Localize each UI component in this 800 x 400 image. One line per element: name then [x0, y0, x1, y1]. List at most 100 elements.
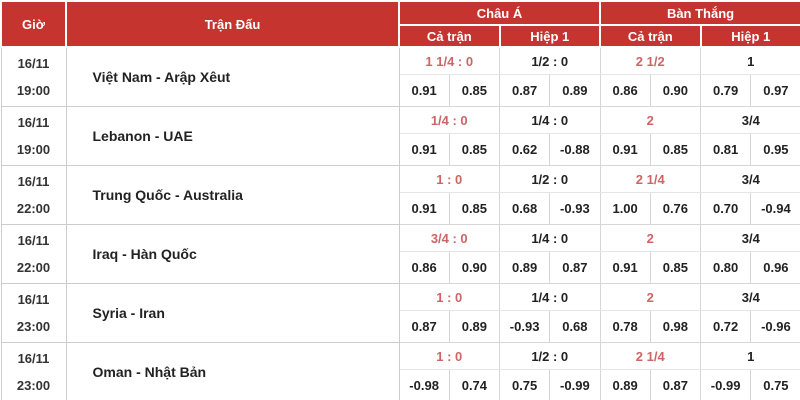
match-row: 16/11 19:00 Lebanon - UAE 1/4 : 0 1/4 : …: [0, 106, 800, 166]
match-name-cell: Syria - Iran: [65, 283, 400, 343]
asia-full-home-odds[interactable]: 0.91: [398, 74, 450, 107]
asia-half-away-odds[interactable]: -0.93: [549, 192, 601, 225]
goals-group-header: Bàn Thắng: [598, 0, 800, 26]
goals-full-over-odds[interactable]: 0.78: [599, 310, 651, 343]
asia-half-home-odds[interactable]: 0.62: [498, 133, 551, 166]
asia-half-away-odds[interactable]: 0.68: [549, 310, 601, 343]
asia-full-away-odds[interactable]: 0.89: [448, 310, 501, 343]
asia-full-handicap: 1 : 0: [398, 165, 500, 193]
goals-full-over-odds[interactable]: 1.00: [599, 192, 651, 225]
time-column-header: Giờ: [0, 0, 67, 48]
asia-full-away-odds[interactable]: 0.74: [448, 369, 501, 400]
match-row: 16/11 23:00 Oman - Nhật Bản 1 : 0 1/2 : …: [0, 342, 800, 400]
asia-full-away-odds[interactable]: 0.85: [448, 192, 501, 225]
match-name: Syria - Iran: [92, 305, 165, 321]
goals-half-line: 3/4: [700, 165, 800, 193]
asia-half-away-odds[interactable]: -0.99: [549, 369, 601, 400]
match-date: 16/11: [17, 114, 50, 130]
asia-half-away-odds[interactable]: 0.87: [549, 251, 601, 284]
match-time-cell: 16/11 23:00: [0, 283, 67, 343]
asia-half-home-odds[interactable]: 0.87: [498, 74, 551, 107]
goals-full-line: 2: [599, 283, 701, 311]
goals-half-under-odds[interactable]: -0.96: [750, 310, 800, 343]
match-time-cell: 16/11 23:00: [0, 342, 67, 400]
match-name-cell: Oman - Nhật Bản: [65, 342, 400, 400]
goals-half-over-odds[interactable]: 0.80: [699, 251, 752, 284]
header-row-subcolumns: Cả trận Hiệp 1 Cả trận Hiệp 1: [1, 24, 800, 48]
odds-row: 0.87 0.89 -0.93 0.68 0.78 0.98 0.72 -0.9…: [1, 310, 800, 343]
asia-full-home-odds[interactable]: 0.86: [398, 251, 450, 284]
odds-row: 0.86 0.90 0.89 0.87 0.91 0.85 0.80 0.96: [1, 251, 800, 284]
match-name: Việt Nam - Arập Xêut: [92, 69, 231, 85]
goals-half-line: 3/4: [700, 224, 800, 252]
goals-half-line: 3/4: [700, 106, 800, 134]
goals-full-under-odds[interactable]: 0.85: [649, 251, 702, 284]
match-name: Iraq - Hàn Quốc: [92, 246, 197, 262]
odds-row: 0.91 0.85 0.68 -0.93 1.00 0.76 0.70 -0.9…: [1, 192, 800, 225]
match-name: Lebanon - UAE: [92, 128, 193, 144]
goals-full-line: 2: [599, 224, 701, 252]
asia-half-handicap: 1/4 : 0: [499, 283, 601, 311]
asia-half-home-odds[interactable]: 0.89: [498, 251, 551, 284]
goals-half-over-odds[interactable]: 0.81: [699, 133, 752, 166]
goals-full-over-odds[interactable]: 0.91: [599, 251, 651, 284]
goals-half-over-odds[interactable]: -0.99: [699, 369, 752, 400]
asia-half-handicap: 1/4 : 0: [499, 224, 601, 252]
goals-full-over-odds[interactable]: 0.86: [599, 74, 651, 107]
match-date: 16/11: [17, 173, 50, 189]
asia-full-home-odds[interactable]: -0.98: [398, 369, 450, 400]
goals-half-under-odds[interactable]: 0.95: [750, 133, 800, 166]
match-column-header: Trận Đấu: [65, 0, 400, 48]
match-date: 16/11: [17, 350, 50, 366]
match-time-cell: 16/11 22:00: [0, 224, 67, 284]
goals-half-under-odds[interactable]: 0.96: [750, 251, 800, 284]
goals-full-under-odds[interactable]: 0.85: [649, 133, 702, 166]
goals-half-under-odds[interactable]: 0.97: [750, 74, 800, 107]
match-kickoff-time: 19:00: [16, 141, 51, 157]
goals-half-under-odds[interactable]: -0.94: [750, 192, 800, 225]
match-row: 16/11 22:00 Iraq - Hàn Quốc 3/4 : 0 1/4 …: [0, 224, 800, 284]
asia-half-handicap: 1/2 : 0: [499, 46, 601, 75]
asia-full-away-odds[interactable]: 0.85: [448, 74, 501, 107]
asia-full-away-odds[interactable]: 0.85: [448, 133, 501, 166]
goals-full-over-odds[interactable]: 0.89: [599, 369, 651, 400]
goals-half-under-odds[interactable]: 0.75: [750, 369, 800, 400]
header-row-groups: Giờ Trận Đấu Châu Á Bàn Thắng: [0, 0, 800, 48]
goals-half-over-odds[interactable]: 0.70: [699, 192, 752, 225]
match-date: 16/11: [17, 291, 50, 307]
goals-half-line: 1: [700, 342, 800, 370]
goals-full-under-odds[interactable]: 0.90: [649, 74, 702, 107]
match-kickoff-time: 22:00: [16, 200, 51, 216]
goals-half-line: 1: [700, 46, 800, 75]
goals-first-half-subheader: Hiệp 1: [699, 24, 800, 48]
asia-half-home-odds[interactable]: 0.75: [498, 369, 551, 400]
asia-full-handicap: 1 : 0: [398, 342, 500, 370]
match-date: 16/11: [17, 55, 50, 71]
goals-full-line: 2 1/2: [599, 46, 701, 75]
asia-half-home-odds[interactable]: 0.68: [498, 192, 551, 225]
goals-full-under-odds[interactable]: 0.87: [649, 369, 702, 400]
asia-first-half-subheader: Hiệp 1: [498, 24, 601, 48]
goals-half-over-odds[interactable]: 0.72: [699, 310, 752, 343]
asia-half-handicap: 1/4 : 0: [499, 106, 601, 134]
asia-full-home-odds[interactable]: 0.91: [398, 133, 450, 166]
goals-full-under-odds[interactable]: 0.98: [649, 310, 702, 343]
asia-full-home-odds[interactable]: 0.87: [398, 310, 450, 343]
match-kickoff-time: 23:00: [16, 318, 51, 334]
match-row: 16/11 19:00 Việt Nam - Arập Xêut 1 1/4 :…: [0, 46, 800, 107]
asia-half-away-odds[interactable]: 0.89: [549, 74, 601, 107]
asia-full-away-odds[interactable]: 0.90: [448, 251, 501, 284]
asia-full-handicap: 1 : 0: [398, 283, 500, 311]
odds-row: 0.91 0.85 0.87 0.89 0.86 0.90 0.79 0.97: [1, 74, 800, 107]
match-name-cell: Trung Quốc - Australia: [65, 165, 400, 225]
asia-half-home-odds[interactable]: -0.93: [498, 310, 551, 343]
goals-full-over-odds[interactable]: 0.91: [599, 133, 651, 166]
asia-half-away-odds[interactable]: -0.88: [549, 133, 601, 166]
match-name: Trung Quốc - Australia: [92, 187, 243, 203]
asia-full-home-odds[interactable]: 0.91: [398, 192, 450, 225]
goals-full-under-odds[interactable]: 0.76: [649, 192, 702, 225]
goals-half-over-odds[interactable]: 0.79: [699, 74, 752, 107]
match-time-cell: 16/11 19:00: [0, 47, 67, 107]
asia-half-handicap: 1/2 : 0: [499, 342, 601, 370]
